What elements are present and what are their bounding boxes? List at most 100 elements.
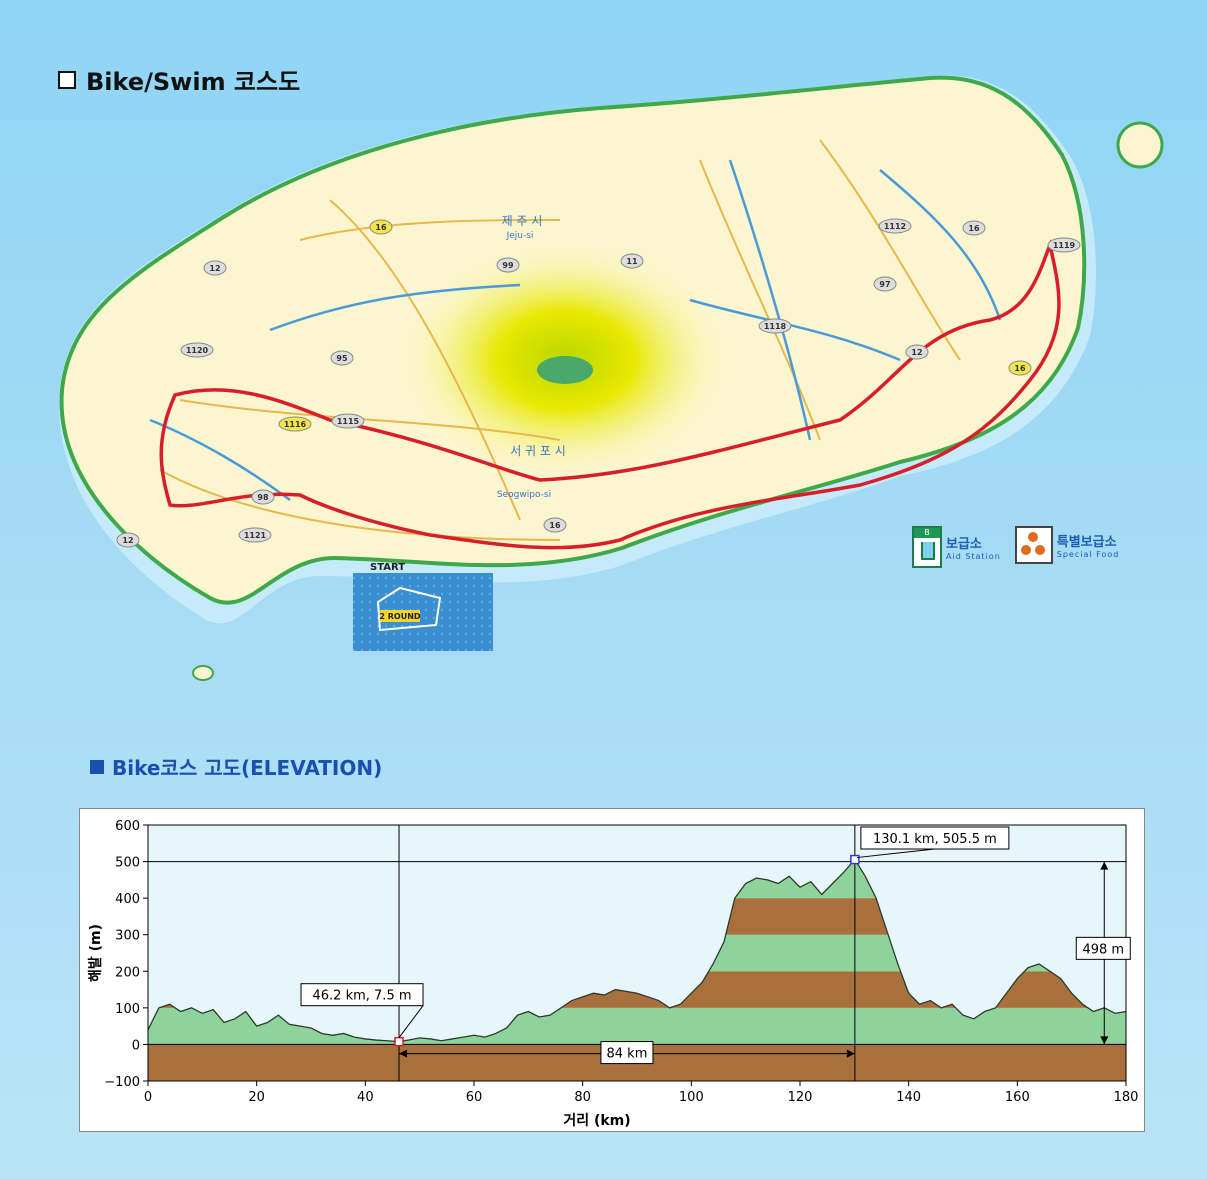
x-tick-label: 0 (144, 1090, 152, 1105)
aid-ko-label: 보급소 (946, 537, 982, 552)
swim-area (353, 573, 493, 651)
udo-island (1116, 121, 1164, 169)
road-number-label: 11 (626, 257, 638, 266)
road-number-label: 16 (375, 223, 387, 232)
road-number-label: 16 (968, 224, 980, 233)
height-text: 498 m (1082, 942, 1124, 957)
x-tick-label: 20 (248, 1090, 265, 1105)
distance-arrowhead-left (399, 1049, 408, 1058)
road-number-label: 95 (336, 354, 348, 363)
x-tick-label: 60 (466, 1090, 483, 1105)
aid-badge: B (914, 528, 940, 538)
blue-roads (149, 159, 1002, 502)
road-badge (238, 527, 272, 543)
swim-round-badge (380, 610, 420, 622)
road-number-label: 98 (257, 493, 269, 502)
high-point-marker (850, 854, 860, 865)
jeju-city-label: 제 주 시 (502, 214, 543, 228)
road-badge (496, 257, 520, 273)
food-en-label: Special Food (1056, 550, 1120, 559)
y-tick-label: 0 (132, 1038, 140, 1053)
road-badge (878, 218, 912, 234)
distance-text: 84 km (607, 1047, 648, 1062)
x-axis-label: 거리 (km) (563, 1113, 630, 1129)
y-tick-label: 100 (115, 1002, 140, 1017)
y-tick-label: 500 (115, 856, 140, 871)
y-tick-label: 400 (115, 892, 140, 907)
jeju-map: 2 ROUND START 제 주 시 Jeju-si 서 귀 포 시 Seog… (59, 75, 1164, 681)
low-point-marker (394, 1036, 404, 1047)
map-title-text: Bike/Swim 코스도 (86, 68, 301, 96)
x-tick-label: 180 (1114, 1090, 1139, 1105)
x-tick-label: 80 (574, 1090, 591, 1105)
low-point-callout-box (300, 983, 424, 1007)
food-ko-label: 특별보급소 (1056, 535, 1117, 550)
road-badge (543, 517, 567, 533)
special-food-icon (1014, 526, 1053, 564)
x-tick-label: 160 (1005, 1090, 1030, 1105)
distance-arrowhead-right (846, 1049, 855, 1058)
height-arrowhead-top (1100, 861, 1109, 870)
road-badge (278, 416, 312, 432)
road-badge (330, 350, 354, 366)
road-badge (758, 318, 792, 334)
road-number-label: 16 (549, 521, 561, 530)
swim-round-label: 2 ROUND (379, 612, 421, 621)
y-tick-label: 300 (115, 929, 140, 944)
elevation-chart-panel: 0 20 40 60 80 100 120 140 160 180 −100 0 100 200 300 40… (79, 808, 1145, 1132)
y-tick-label: −100 (104, 1075, 140, 1090)
road-badge (180, 342, 214, 358)
road-number-label: 99 (502, 261, 514, 270)
high-point-callout-leader (856, 848, 935, 859)
road-number-label: 12 (209, 264, 220, 273)
road-number-label: 97 (879, 280, 890, 289)
road-number-label: 12 (122, 536, 133, 545)
road-badge (873, 276, 897, 292)
elevation-title-text: Bike코스 고도(ELEVATION) (112, 756, 383, 780)
x-tick-label: 40 (357, 1090, 374, 1105)
road-badge (962, 220, 986, 236)
elevation-title: Bike코스 고도(ELEVATION) (90, 752, 382, 781)
bike-route (159, 239, 1061, 550)
aid-en-label: Aid Station (946, 552, 1001, 561)
high-point-callout-box (860, 826, 1010, 850)
road-number-label: 1118 (764, 322, 787, 331)
road-number-label: 1121 (244, 531, 267, 540)
low-point-callout-text: 46.2 km, 7.5 m (313, 989, 412, 1004)
aid-station-icon: B (912, 526, 942, 568)
road-badge (116, 532, 140, 548)
checkbox-square-icon (58, 70, 76, 89)
seogwipo-en: Seogwipo-si (497, 490, 551, 500)
swim-course (376, 586, 442, 632)
elevation-chart: 0 20 40 60 80 100 120 140 160 180 −100 0 100 200 300 40… (87, 819, 1139, 1129)
map-legend: B 보급소 Aid Station 특별보급소 Special Food (912, 526, 1119, 568)
distance-box (600, 1041, 654, 1065)
y-tick-label: 600 (115, 819, 140, 834)
low-point-callout-leader (398, 1005, 424, 1038)
x-tick-label: 100 (679, 1090, 704, 1105)
road-badge (369, 219, 393, 235)
start-label: START (370, 562, 405, 573)
road-number-label: 12 (911, 348, 922, 357)
legend-aid-station: B 보급소 Aid Station (912, 526, 1001, 568)
hallasan-crater (537, 356, 593, 384)
elevation-line (147, 858, 1127, 1043)
seogwipo-label: 서 귀 포 시 (510, 444, 566, 458)
road-number-label: 1116 (284, 420, 307, 429)
road-badge (331, 413, 365, 429)
cup-icon (921, 542, 935, 560)
high-point-callout-text: 130.1 km, 505.5 m (873, 832, 997, 847)
legend-special-food: 특별보급소 Special Food (1014, 526, 1120, 564)
height-arrowhead-bottom (1100, 1036, 1109, 1045)
x-tick-label: 140 (896, 1090, 921, 1105)
jeju-city-en: Jeju-si (506, 231, 534, 241)
x-tick-label: 120 (788, 1090, 813, 1105)
road-badge (620, 253, 644, 269)
road-badge (905, 344, 929, 360)
map-title: Bike/Swim 코스도 (58, 62, 300, 97)
road-badge (203, 260, 227, 276)
small-island (192, 665, 214, 681)
road-number-label: 16 (1014, 364, 1026, 373)
y-axis-label: 해발 (m) (87, 924, 104, 982)
road-number-badges: 16 12 1120 95 99 11 1115 1118 97 1112 1119 16 12 16 98… (116, 218, 1081, 548)
